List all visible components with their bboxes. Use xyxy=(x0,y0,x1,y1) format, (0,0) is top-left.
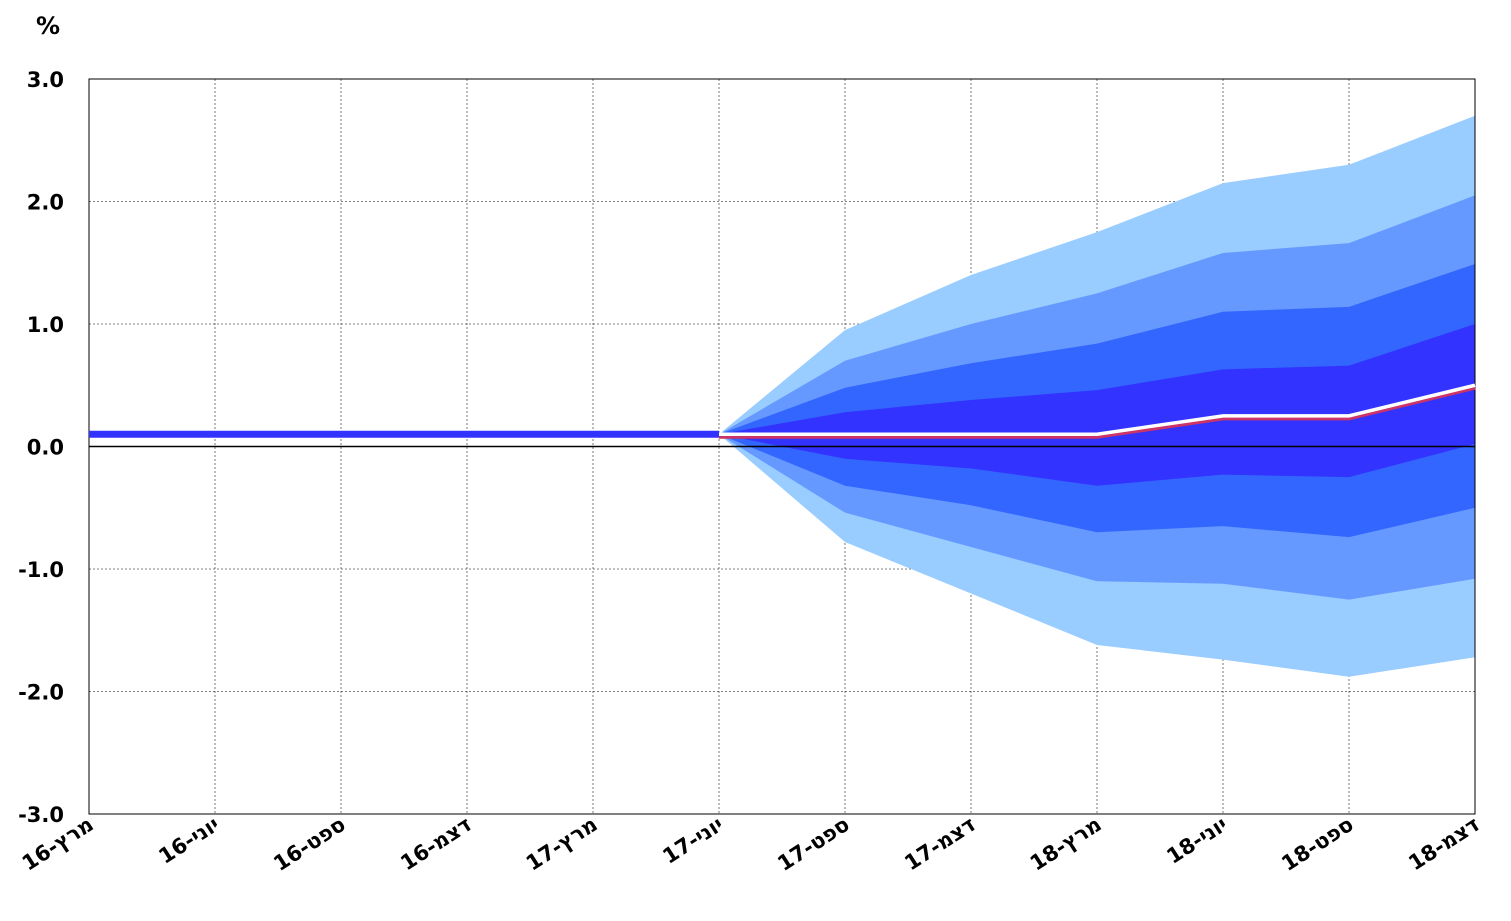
x-tick-label: יוני-18 xyxy=(1162,812,1231,869)
x-tick-label: דצמ-17 xyxy=(900,812,979,875)
x-tick-label: יוני-17 xyxy=(658,812,727,869)
plot-border xyxy=(88,78,1476,815)
y-tick-label: -1.0 xyxy=(18,558,64,582)
x-tick-label: דצמ-16 xyxy=(396,812,475,875)
y-tick-label: 3.0 xyxy=(27,68,64,92)
x-tick-label: מרץ-18 xyxy=(1026,812,1106,876)
x-tick-label: ספט-17 xyxy=(773,812,853,876)
y-tick-label: 2.0 xyxy=(27,191,64,215)
y-tick-label: 0.0 xyxy=(27,436,64,460)
median-line xyxy=(719,383,1476,436)
y-unit-label: % xyxy=(36,12,61,40)
fan-band-4 xyxy=(719,324,1475,486)
x-tick-label: ספט-16 xyxy=(269,812,349,876)
y-tick-label: -3.0 xyxy=(18,803,64,827)
y-tick-label: -2.0 xyxy=(18,681,64,705)
x-tick-label: דצמ-18 xyxy=(1404,812,1483,875)
y-tick-label: 1.0 xyxy=(27,313,64,337)
x-tick-label: ספט-18 xyxy=(1277,812,1357,876)
x-tick-label: מרץ-17 xyxy=(522,812,602,876)
x-tick-label: יוני-16 xyxy=(154,812,223,869)
median-line-shadow xyxy=(719,384,1476,439)
